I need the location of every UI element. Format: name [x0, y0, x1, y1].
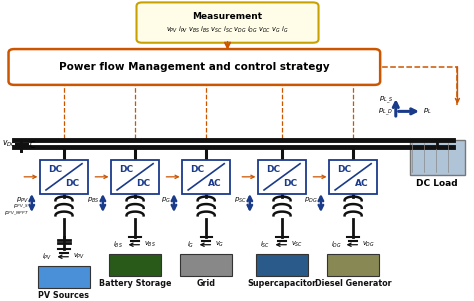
- FancyBboxPatch shape: [9, 49, 380, 85]
- Bar: [38, 266, 90, 288]
- Bar: [258, 160, 306, 194]
- Text: $p_G$: $p_G$: [161, 195, 171, 205]
- Text: $i_G$: $i_G$: [187, 240, 194, 250]
- Bar: [40, 160, 88, 194]
- Text: Battery Storage: Battery Storage: [99, 279, 171, 288]
- Text: $p_{PV\_S}$: $p_{PV\_S}$: [13, 202, 29, 210]
- Text: $p_{PV\_MPPT}$: $p_{PV\_MPPT}$: [4, 209, 29, 216]
- Bar: [256, 254, 308, 276]
- Text: DC: DC: [283, 179, 298, 188]
- Text: $p_{L\_S}$: $p_{L\_S}$: [379, 95, 393, 107]
- Text: $i_{DG}$: $i_{DG}$: [330, 240, 341, 250]
- Text: DC: DC: [65, 179, 80, 188]
- Text: $v_{DC}$: $v_{DC}$: [2, 138, 17, 149]
- Text: $i_{SC}$: $i_{SC}$: [260, 240, 270, 250]
- Text: PV Sources: PV Sources: [38, 291, 90, 300]
- Text: AC: AC: [208, 179, 221, 188]
- Text: $v_{SC}$: $v_{SC}$: [291, 240, 302, 249]
- Text: $v_{PV}$: $v_{PV}$: [73, 252, 85, 261]
- Text: $i_{BS}$: $i_{BS}$: [113, 240, 123, 250]
- Text: $p_{DG}$: $p_{DG}$: [304, 195, 318, 205]
- Bar: [182, 160, 230, 194]
- Text: DC Load: DC Load: [417, 179, 458, 188]
- Text: Grid: Grid: [197, 279, 216, 288]
- Bar: [329, 160, 377, 194]
- Text: Power flow Management and control strategy: Power flow Management and control strate…: [59, 62, 329, 72]
- Bar: [180, 254, 232, 276]
- Bar: [111, 160, 159, 194]
- Text: DC: DC: [48, 166, 63, 174]
- Text: Measurement: Measurement: [192, 12, 263, 21]
- Text: $p_{SC}$: $p_{SC}$: [234, 195, 247, 205]
- Bar: [410, 140, 465, 175]
- Text: $i_{PV}$: $i_{PV}$: [42, 252, 52, 262]
- Text: DC: DC: [137, 179, 151, 188]
- Text: $v_{DG}$: $v_{DG}$: [362, 240, 374, 249]
- Text: $p_{L\_D}$: $p_{L\_D}$: [378, 107, 393, 119]
- Text: $v_{BS}$: $v_{BS}$: [144, 240, 155, 249]
- Bar: [327, 254, 379, 276]
- Bar: [109, 254, 161, 276]
- Text: DC: DC: [119, 166, 134, 174]
- Text: DC: DC: [266, 166, 281, 174]
- Text: $v_G$: $v_G$: [215, 240, 224, 249]
- Text: Supercapacitor: Supercapacitor: [247, 279, 317, 288]
- Text: AC: AC: [355, 179, 368, 188]
- Text: $v_{PV}$ $i_{PV}$ $v_{BS}$ $i_{BS}$ $v_{SC}$ $i_{SC}$ $v_{DG}$ $i_{DG}$ $v_{DC}$: $v_{PV}$ $i_{PV}$ $v_{BS}$ $i_{BS}$ $v_{…: [166, 25, 289, 35]
- FancyBboxPatch shape: [137, 2, 319, 43]
- Text: C: C: [30, 141, 35, 150]
- Text: DC: DC: [191, 166, 205, 174]
- Text: DC: DC: [337, 166, 352, 174]
- Text: $p_L$: $p_L$: [423, 107, 432, 116]
- Text: Diesel Generator: Diesel Generator: [315, 279, 392, 288]
- Text: $p_{PV}$: $p_{PV}$: [16, 195, 29, 205]
- Text: $p_{BS}$: $p_{BS}$: [87, 195, 100, 205]
